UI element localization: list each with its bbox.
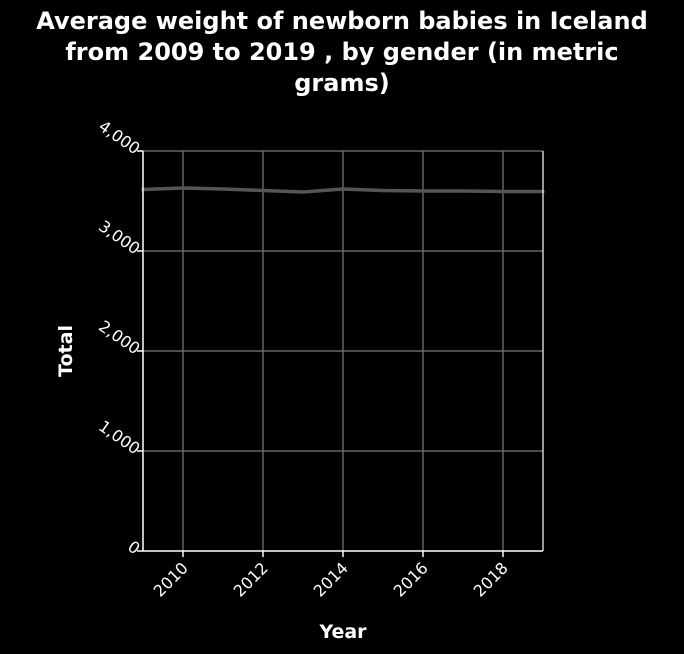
series-lines (141, 186, 545, 194)
chart-title-line-3: grams) (294, 69, 390, 97)
x-tick-label-2018: 2018 (470, 558, 512, 600)
series-line-0 (141, 186, 545, 194)
x-tick-label-2016: 2016 (390, 558, 432, 600)
y-axis-label: Total (55, 325, 77, 377)
y-tick-label-2000: 2,000 (95, 316, 143, 358)
x-tick-label-2014: 2014 (310, 558, 352, 600)
chart-title-line-2: from 2009 to 2019 , by gender (in metric (65, 38, 619, 66)
y-tick-labels: 0 1,000 2,000 3,000 4,000 (95, 116, 143, 558)
x-tick-labels: 2010 2012 2014 2016 2018 (150, 551, 512, 601)
chart-title: Average weight of newborn babies in Icel… (0, 6, 684, 99)
y-tick-label-4000: 4,000 (95, 116, 143, 158)
y-tick-label-0: 0 (124, 537, 143, 558)
x-tick-label-2010: 2010 (150, 558, 192, 600)
y-tick-label-1000: 1,000 (95, 416, 143, 458)
grid-lines (143, 150, 543, 551)
x-axis-label: Year (318, 621, 367, 643)
y-tick-label-3000: 3,000 (95, 216, 143, 258)
chart-title-line-1: Average weight of newborn babies in Icel… (36, 7, 648, 35)
x-tick-label-2012: 2012 (230, 558, 272, 600)
